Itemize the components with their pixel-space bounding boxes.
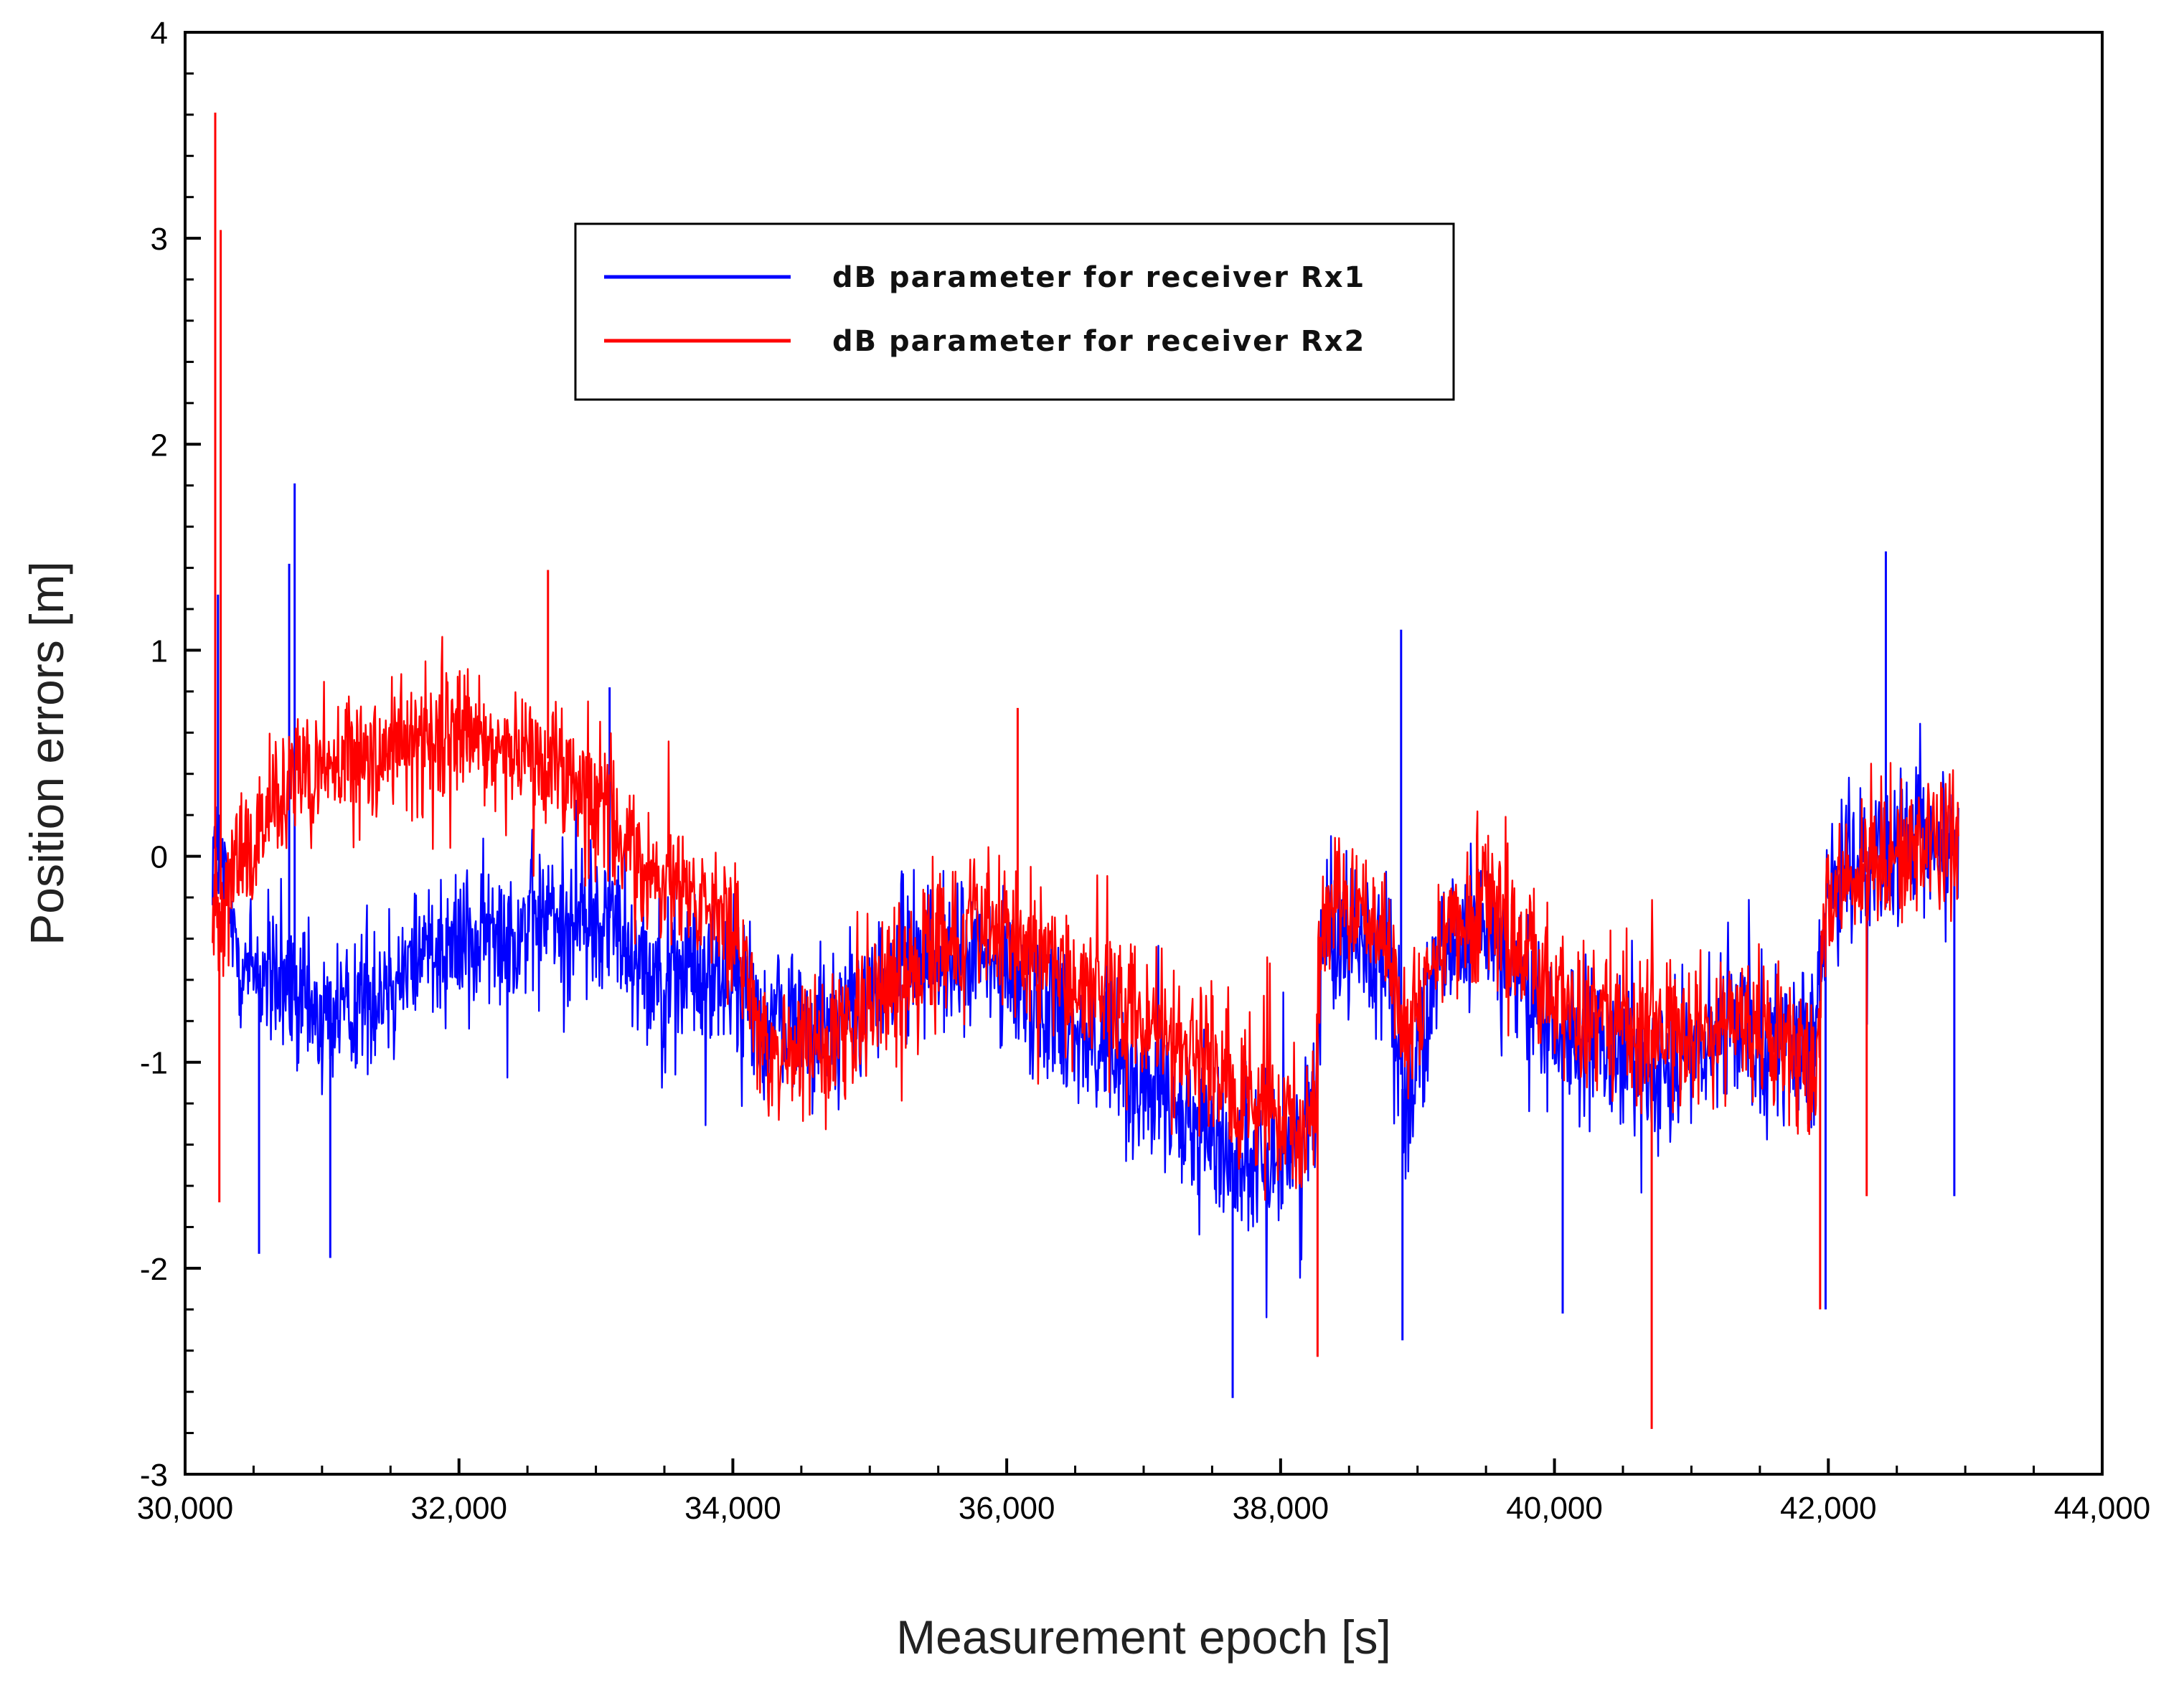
x-axis-title: Measurement epoch [s] xyxy=(896,1611,1391,1664)
y-axis-title: Position errors [m] xyxy=(20,561,73,945)
y-tick-label: 3 xyxy=(151,222,168,257)
x-tick-label: 34,000 xyxy=(684,1491,781,1526)
x-tick-label: 40,000 xyxy=(1506,1491,1603,1526)
x-tick-label: 32,000 xyxy=(410,1491,507,1526)
x-tick-label: 30,000 xyxy=(137,1491,234,1526)
axes-layer: 30,000 32,000 34,000 36,000 38,000 40,000 42,0… xyxy=(137,16,2151,1526)
legend-label-rx2: dB parameter for receiver Rx2 xyxy=(832,325,1365,358)
legend-label-rx1: dB parameter for receiver Rx1 xyxy=(832,261,1365,294)
y-tick-label: 2 xyxy=(151,428,168,463)
legend: dB parameter for receiver Rx1 dB paramet… xyxy=(574,222,1455,401)
x-tick-label: 38,000 xyxy=(1233,1491,1329,1526)
y-tick-label: 4 xyxy=(151,16,168,51)
series-line-rx1 xyxy=(212,722,1959,1319)
y-tick-label: -2 xyxy=(140,1252,168,1287)
x-tick-label: 42,000 xyxy=(1780,1491,1877,1526)
y-tick-label: -1 xyxy=(140,1046,168,1081)
x-tick-label: 36,000 xyxy=(959,1491,1055,1526)
y-tick-label: -3 xyxy=(140,1458,168,1493)
series-line-rx2 xyxy=(212,636,1959,1201)
series-layer xyxy=(212,112,1959,1429)
y-tick-label: 1 xyxy=(151,633,168,669)
x-tick-label: 44,000 xyxy=(2054,1491,2151,1526)
y-tick-label: 0 xyxy=(151,840,168,875)
legend-box xyxy=(574,222,1455,401)
